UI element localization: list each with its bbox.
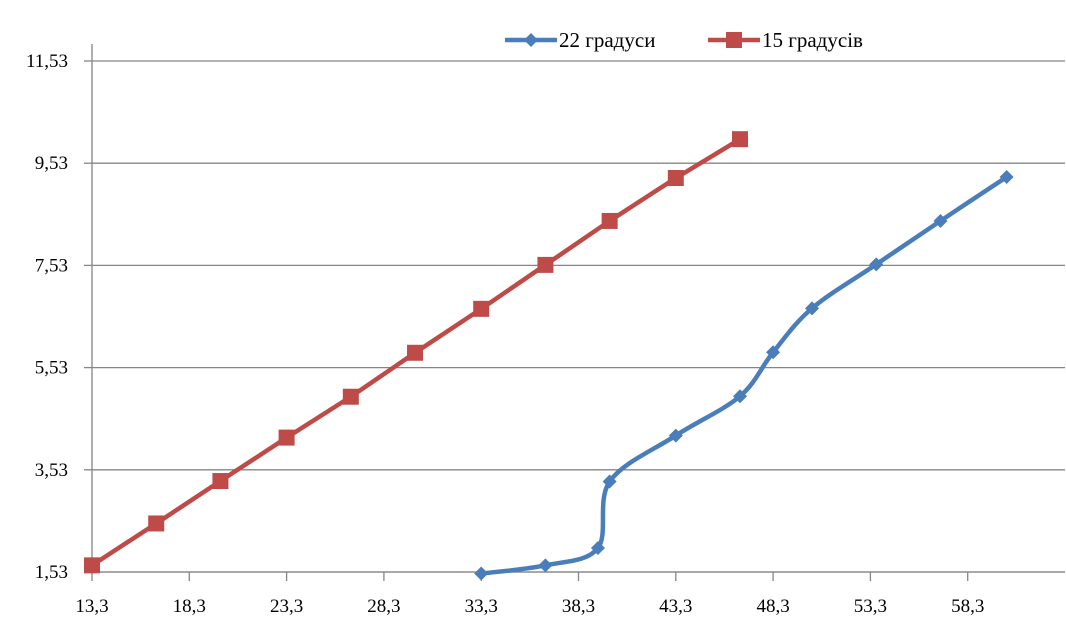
legend: 22 градуси 15 градусів (505, 28, 863, 52)
legend-item-2: 15 градусів (708, 28, 863, 52)
x-tick-label: 58,3 (951, 596, 984, 617)
data-point (474, 566, 489, 581)
data-point (733, 389, 748, 404)
data-point (84, 557, 100, 574)
series-2 (84, 131, 749, 574)
series-layer (84, 131, 1014, 581)
series-1 (474, 169, 1014, 581)
data-point (766, 345, 781, 360)
y-tick-label: 9,53 (35, 153, 68, 174)
data-point (537, 256, 554, 273)
y-tick-label: 3,53 (35, 460, 68, 481)
y-tick-label: 1,53 (35, 562, 68, 583)
legend-item-1: 22 градуси (505, 28, 655, 52)
grid-lines (92, 60, 1065, 573)
data-point (668, 428, 683, 443)
data-point (278, 429, 295, 446)
y-tick-label: 5,53 (35, 358, 68, 379)
x-tick-label: 48,3 (756, 596, 789, 617)
legend-marker (524, 33, 538, 47)
data-point (590, 540, 605, 555)
data-point (667, 170, 684, 187)
legend-label: 22 градуси (559, 28, 655, 52)
data-point (407, 344, 424, 361)
x-tick-label: 43,3 (659, 596, 692, 617)
x-tick-label: 13,3 (75, 596, 108, 617)
y-tick-label: 7,53 (35, 255, 68, 276)
x-tick-label: 38,3 (562, 596, 595, 617)
x-axis-ticks: 13,3 18,3 23,3 28,3 33,3 38,3 43,3 48,3 53,3 58,3 (75, 572, 984, 617)
x-tick-label: 18,3 (173, 596, 206, 617)
data-point (473, 300, 490, 317)
x-tick-label: 23,3 (270, 596, 303, 617)
y-axis-ticks: 1,53 3,53 5,53 7,53 9,53 11,53 (26, 51, 92, 583)
data-point (805, 301, 820, 316)
data-point (933, 213, 948, 228)
data-point (602, 474, 617, 489)
y-tick-label: 11,53 (26, 51, 68, 72)
series-line (478, 174, 1009, 576)
legend-marker (726, 32, 742, 48)
data-point (869, 257, 884, 272)
data-point (732, 131, 749, 148)
data-point (212, 473, 229, 490)
data-point (342, 388, 359, 405)
x-tick-label: 28,3 (367, 596, 400, 617)
x-tick-label: 53,3 (854, 596, 887, 617)
axes (91, 44, 1065, 573)
data-point (601, 212, 618, 229)
legend-label: 15 градусів (762, 28, 863, 52)
data-point (148, 515, 165, 532)
x-tick-label: 33,3 (465, 596, 498, 617)
data-point (538, 558, 553, 573)
data-point (999, 169, 1014, 184)
